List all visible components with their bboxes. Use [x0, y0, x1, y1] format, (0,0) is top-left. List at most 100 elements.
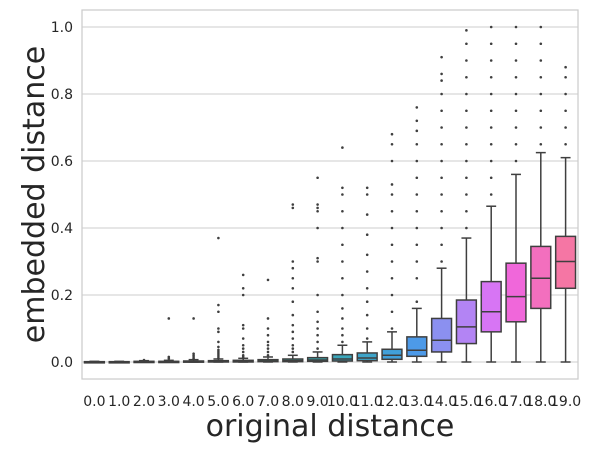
outlier-point: [390, 132, 394, 136]
box-6.0: [232, 273, 254, 363]
outliers: [316, 176, 319, 350]
outlier-point: [465, 59, 468, 62]
outlier-point: [415, 119, 419, 123]
outlier-point: [341, 226, 344, 230]
outlier-point: [341, 146, 344, 149]
box-body: [530, 245, 552, 310]
box-body: [505, 262, 527, 323]
outlier-point: [465, 42, 468, 46]
outlier-point: [539, 59, 543, 62]
outlier-point: [266, 347, 270, 350]
outlier-point: [415, 159, 419, 163]
outlier-point: [440, 193, 443, 196]
outlier-point: [341, 260, 344, 263]
outlier-point: [564, 109, 567, 113]
outliers: [266, 278, 270, 357]
outliers: [514, 25, 518, 163]
box-1.0: [108, 360, 130, 364]
plot-frame: [81, 9, 579, 380]
outlier-point: [539, 142, 543, 146]
box-3.0: [158, 317, 180, 364]
box-body: [356, 352, 378, 362]
outlier-point: [440, 260, 443, 263]
box-body: [554, 235, 577, 290]
outlier-point: [316, 293, 319, 297]
outlier-point: [465, 126, 468, 129]
outlier-point: [316, 176, 319, 180]
outlier-point: [390, 243, 394, 247]
outlier-point: [365, 253, 369, 257]
x-tick-label: 0.0: [83, 394, 105, 410]
outlier-point: [341, 333, 344, 337]
outlier-point: [440, 92, 443, 96]
outlier-point: [564, 75, 567, 79]
x-tick-label: 18.0: [525, 394, 556, 410]
outlier-point: [365, 213, 369, 216]
outlier-point: [192, 317, 195, 320]
outlier-point: [266, 350, 270, 354]
outliers: [217, 236, 220, 360]
outlier-point: [341, 193, 344, 196]
x-tick-label: 3.0: [158, 394, 180, 410]
outlier-point: [465, 176, 468, 180]
x-tick-label: 12.0: [376, 394, 407, 410]
outliers: [440, 55, 443, 263]
outlier-point: [440, 79, 443, 82]
box-body: [480, 280, 502, 333]
outlier-point: [291, 313, 295, 317]
outlier-point: [415, 300, 419, 304]
outlier-point: [489, 176, 493, 180]
outlier-point: [341, 340, 344, 344]
outlier-point: [291, 343, 295, 347]
outlier-point: [564, 142, 567, 146]
box-17.0: [505, 25, 527, 363]
outlier-point: [365, 300, 369, 304]
outliers: [291, 203, 295, 354]
x-tick-labels: 0.0 1.0 2.0 3.0 4.0 5.0 6.0 7.0 8.0 9.010.011.012…: [83, 394, 581, 410]
outlier-point: [539, 42, 543, 46]
outlier-point: [514, 159, 518, 163]
outlier-point: [266, 327, 270, 330]
outlier-point: [415, 193, 419, 196]
box-9.0: [306, 176, 329, 363]
x-tick-label: 11.0: [352, 394, 383, 410]
x-tick-label: 6.0: [232, 394, 254, 410]
box-16.0: [480, 25, 502, 363]
outlier-point: [539, 75, 543, 79]
outliers: [167, 317, 171, 360]
outlier-point: [415, 226, 419, 230]
outlier-point: [217, 354, 220, 358]
x-tick-label: 5.0: [207, 394, 229, 410]
outlier-point: [440, 72, 443, 76]
outlier-point: [217, 356, 220, 360]
outlier-point: [241, 354, 245, 357]
outlier-point: [440, 142, 443, 146]
outlier-point: [514, 75, 518, 79]
outlier-point: [316, 310, 319, 314]
outlier-point: [489, 159, 493, 163]
outlier-point: [316, 340, 319, 344]
outlier-point: [266, 354, 270, 357]
y-tick-label: 0.4: [51, 221, 73, 237]
outlier-point: [291, 276, 295, 280]
outliers: [564, 65, 567, 146]
outlier-point: [291, 323, 295, 327]
box-13.0: [406, 106, 428, 363]
outlier-point: [266, 340, 270, 344]
outlier-point: [316, 260, 319, 263]
y-axis-label: embedded distance: [17, 46, 52, 343]
outlier-point: [217, 310, 220, 314]
outlier-point: [316, 327, 319, 330]
outlier-point: [539, 109, 543, 113]
outlier-point: [266, 317, 270, 320]
outlier-point: [316, 347, 319, 350]
outlier-point: [341, 243, 344, 247]
y-tick-label: 1.0: [51, 20, 73, 36]
outlier-point: [217, 236, 220, 240]
outlier-point: [514, 109, 518, 113]
box-8.0: [282, 203, 304, 363]
outlier-point: [415, 106, 419, 109]
outlier-point: [266, 278, 270, 282]
box-0.0: [83, 360, 106, 364]
box-15.0: [455, 29, 478, 363]
